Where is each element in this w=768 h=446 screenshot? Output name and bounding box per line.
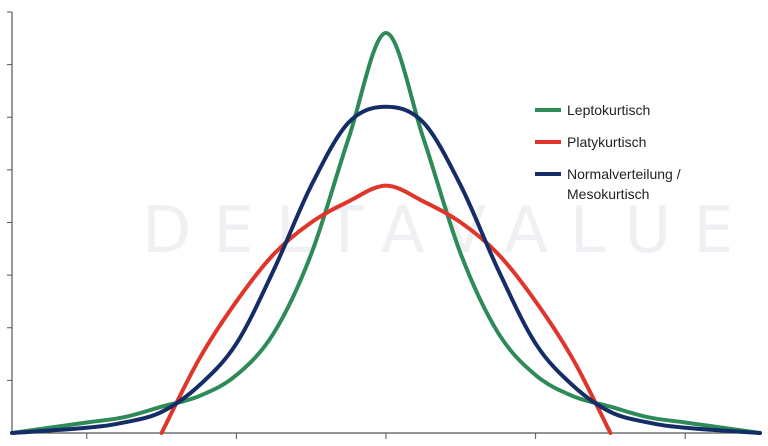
watermark: DELTAVALUE — [142, 194, 756, 268]
normal-mesokurtic-curve — [10, 104, 762, 435]
legend-label: Normalverteilung / — [567, 166, 681, 182]
legend-label: Platykurtisch — [567, 134, 646, 150]
legend: Leptokurtisch Platykurtisch Normalverteilu… — [535, 102, 681, 202]
platykurtic-curve — [159, 183, 613, 435]
curves — [10, 31, 762, 435]
axes — [7, 11, 760, 439]
legend-label: Mesokurtisch — [567, 186, 649, 202]
legend-label: Leptokurtisch — [567, 102, 650, 118]
leptokurtic-curve — [10, 31, 762, 435]
